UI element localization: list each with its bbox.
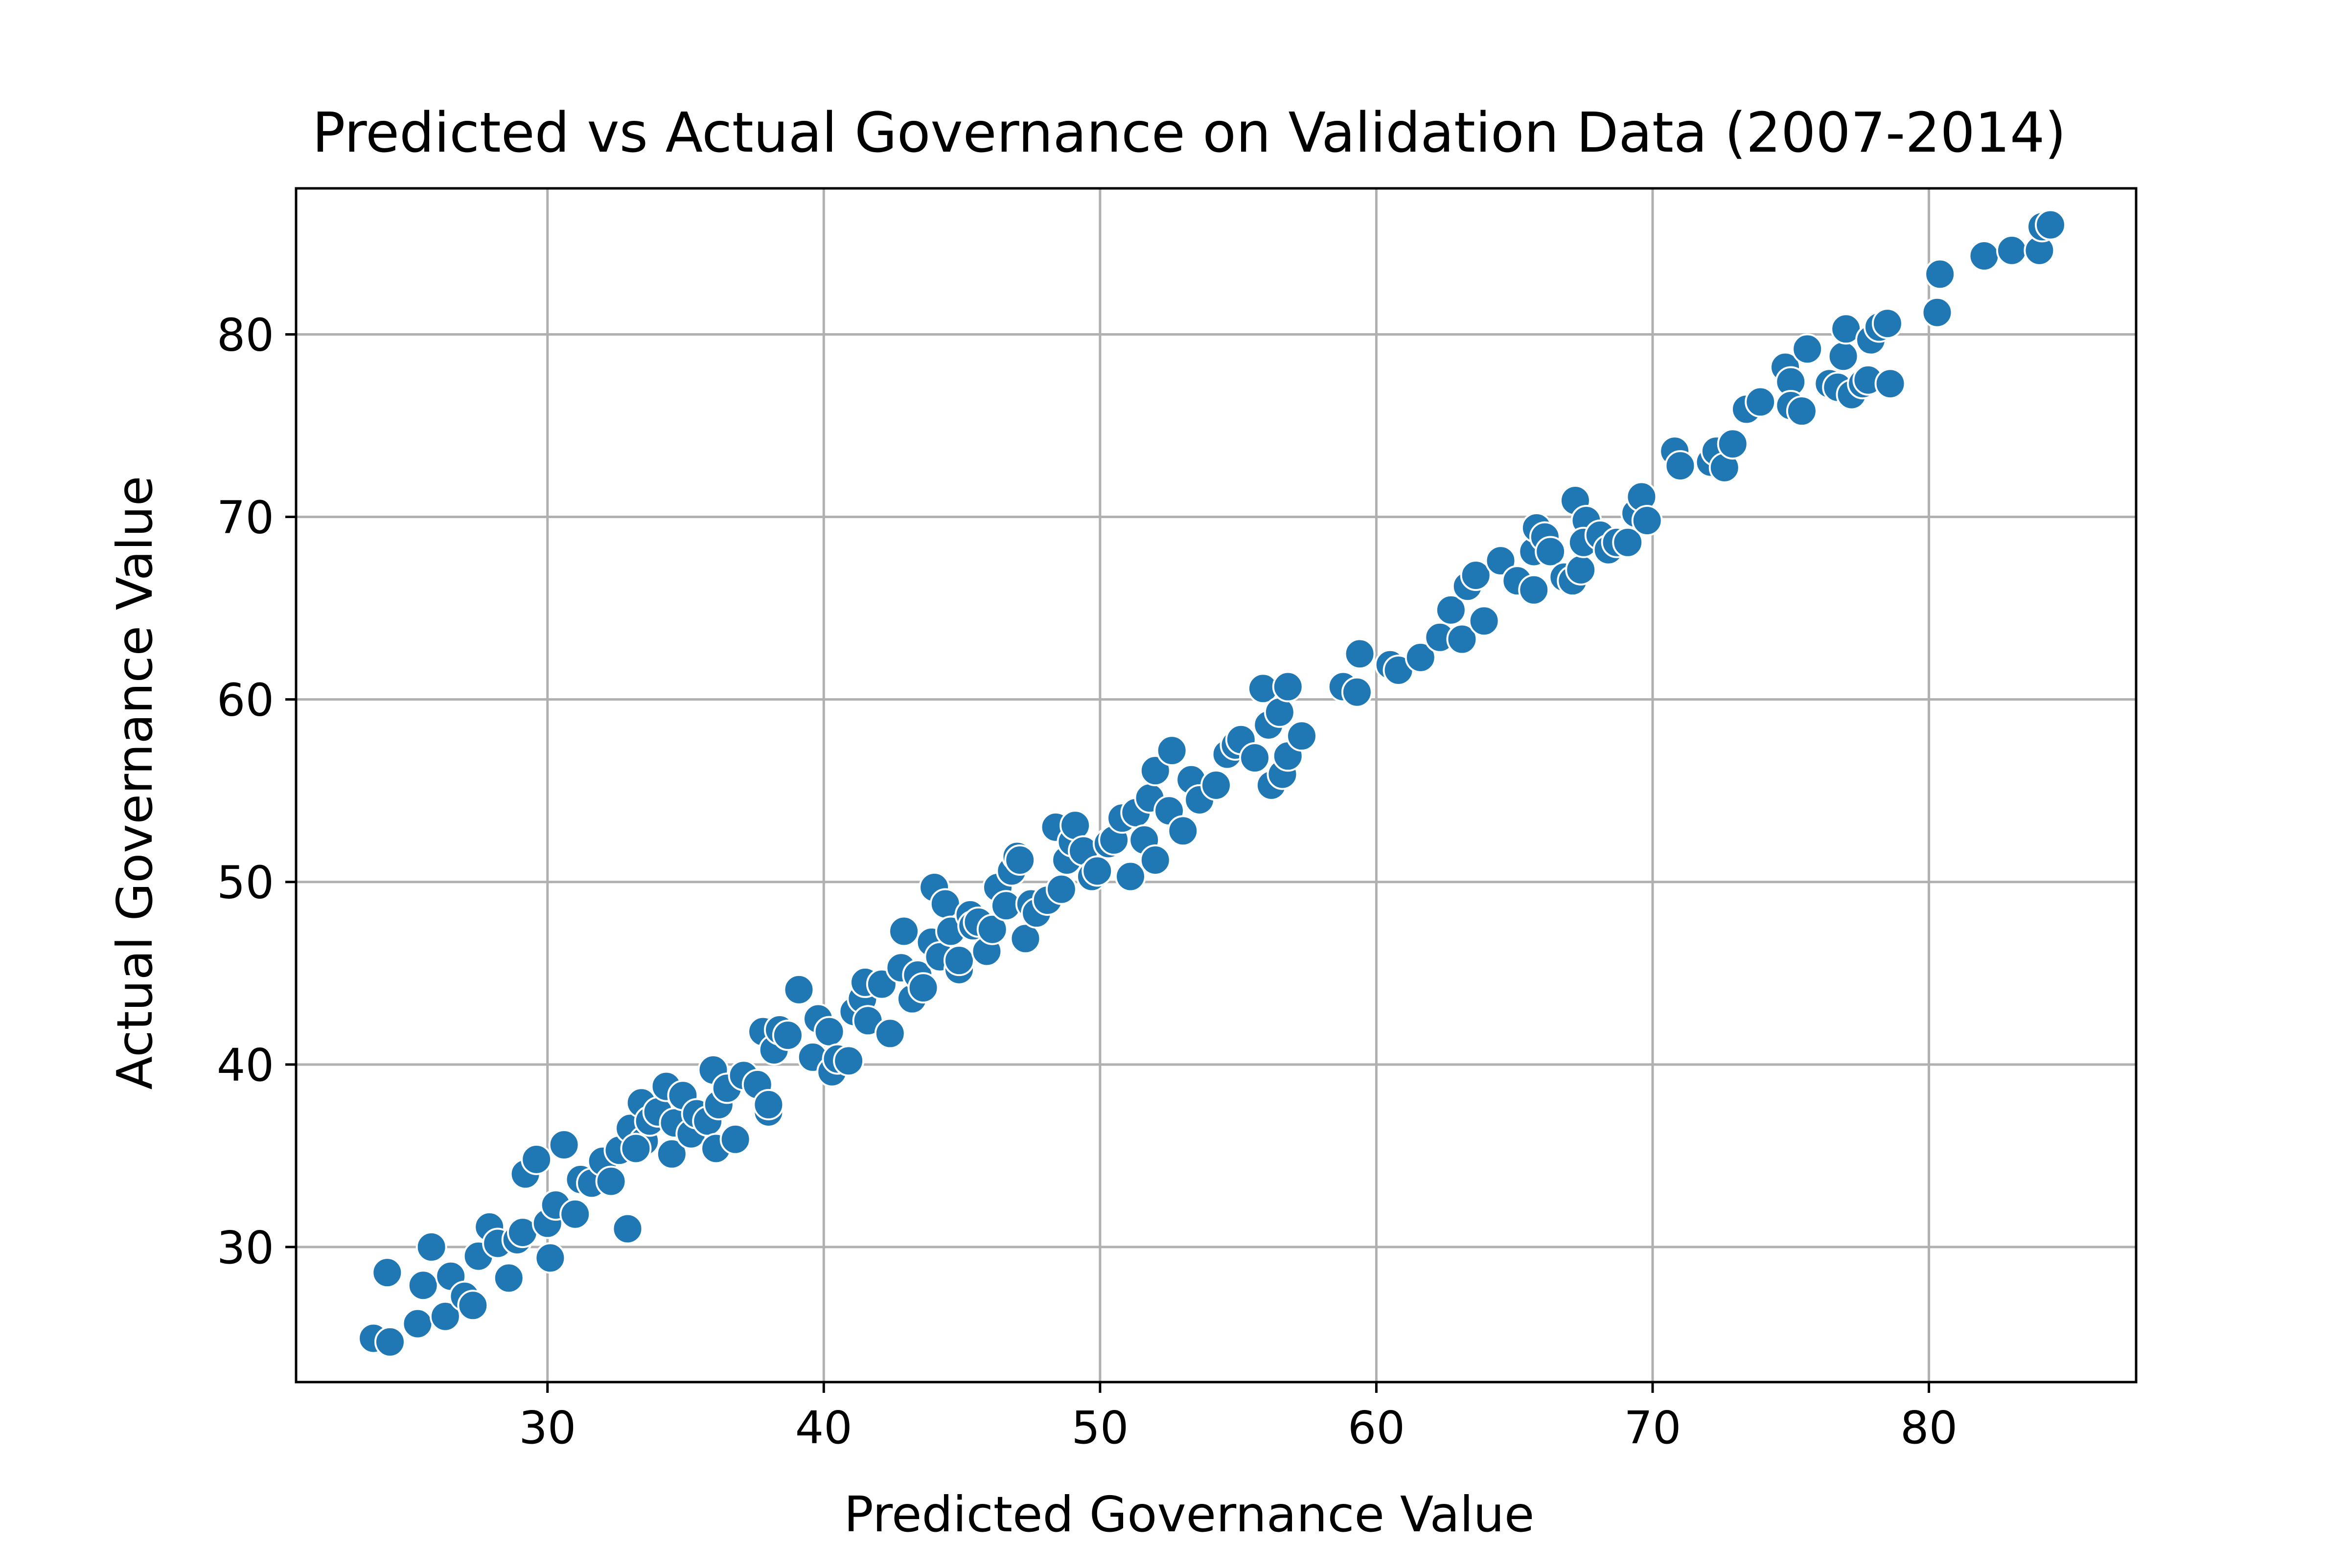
- x-tick-label: 70: [1624, 1402, 1681, 1454]
- data-point: [813, 1016, 845, 1047]
- data-point: [783, 974, 815, 1005]
- y-tick-label: 80: [217, 309, 274, 361]
- data-point: [1272, 671, 1304, 703]
- data-point: [1631, 505, 1663, 537]
- data-point: [1485, 545, 1517, 577]
- y-axis-label: Actual Governance Value: [106, 476, 163, 1090]
- data-point: [1114, 861, 1146, 892]
- data-point: [1239, 742, 1271, 774]
- data-point: [1612, 526, 1644, 558]
- data-point: [833, 1045, 865, 1077]
- data-point: [1717, 428, 1749, 460]
- grid: [296, 188, 2136, 1382]
- plot-frame: [295, 187, 2138, 1384]
- data-point: [1460, 559, 1492, 591]
- x-tick-label: 50: [1071, 1402, 1128, 1454]
- data-point: [888, 915, 920, 947]
- data-points: [358, 209, 2066, 1358]
- data-point: [1446, 623, 1478, 655]
- data-point: [559, 1198, 591, 1230]
- data-point: [1004, 844, 1036, 876]
- x-tick-label: 40: [795, 1402, 852, 1454]
- data-point: [1139, 844, 1171, 876]
- data-point: [1344, 638, 1376, 670]
- data-point: [874, 1018, 906, 1049]
- y-tick-label: 40: [217, 1039, 274, 1091]
- data-point: [521, 1143, 553, 1175]
- data-point: [620, 1133, 652, 1164]
- x-tick-label: 60: [1348, 1402, 1405, 1454]
- data-point: [907, 972, 939, 1004]
- data-point: [1871, 308, 1903, 340]
- data-point: [1874, 368, 1906, 400]
- data-point: [2034, 209, 2066, 241]
- data-point: [1200, 770, 1232, 801]
- y-tick-label: 70: [217, 492, 274, 544]
- data-point: [407, 1270, 439, 1301]
- y-tick-label: 30: [217, 1222, 274, 1274]
- data-point: [1996, 234, 2027, 266]
- data-point: [1435, 594, 1467, 626]
- data-point: [1565, 554, 1597, 586]
- y-tick-label: 50: [217, 857, 274, 909]
- data-point: [1921, 296, 1953, 328]
- data-point: [371, 1257, 403, 1289]
- data-point: [1405, 641, 1436, 673]
- x-tick-label: 30: [519, 1402, 576, 1454]
- data-point: [1535, 536, 1566, 568]
- data-point: [656, 1138, 688, 1170]
- data-point: [719, 1123, 751, 1155]
- data-point: [429, 1300, 461, 1332]
- data-point: [772, 1020, 804, 1051]
- data-point: [1341, 676, 1373, 708]
- y-axis-ticks: 30 40 50 60 70 80: [217, 309, 296, 1274]
- data-point: [415, 1231, 447, 1263]
- data-point: [1924, 258, 1956, 290]
- data-point: [1968, 240, 2000, 272]
- chart-title: Predicted vs Actual Governance on Valida…: [312, 101, 2066, 165]
- data-point: [1082, 855, 1113, 887]
- data-point: [753, 1089, 784, 1120]
- data-point: [534, 1242, 566, 1274]
- data-point: [1786, 395, 1818, 427]
- data-point: [457, 1290, 489, 1321]
- data-point: [1827, 341, 1859, 372]
- data-point: [374, 1326, 406, 1358]
- data-point: [595, 1165, 627, 1197]
- data-point: [1139, 755, 1171, 787]
- data-point: [1518, 574, 1550, 606]
- data-point: [1468, 605, 1500, 637]
- x-axis-label: Predicted Governance Value: [844, 1486, 1535, 1543]
- x-axis-ticks: 30 40 50 60 70 80: [519, 1382, 1958, 1454]
- data-point: [976, 913, 1008, 945]
- data-point: [402, 1308, 434, 1340]
- data-point: [1664, 450, 1696, 482]
- data-point: [493, 1262, 525, 1294]
- data-point: [1045, 873, 1077, 905]
- data-point: [943, 945, 975, 977]
- data-point: [1156, 735, 1188, 767]
- data-point: [1745, 386, 1776, 418]
- data-point: [1792, 333, 1823, 365]
- x-tick-label: 80: [1900, 1402, 1958, 1454]
- data-point: [612, 1213, 644, 1245]
- data-point: [1167, 815, 1199, 847]
- y-tick-label: 60: [217, 674, 274, 727]
- data-point: [1286, 720, 1318, 752]
- data-point: [548, 1129, 580, 1160]
